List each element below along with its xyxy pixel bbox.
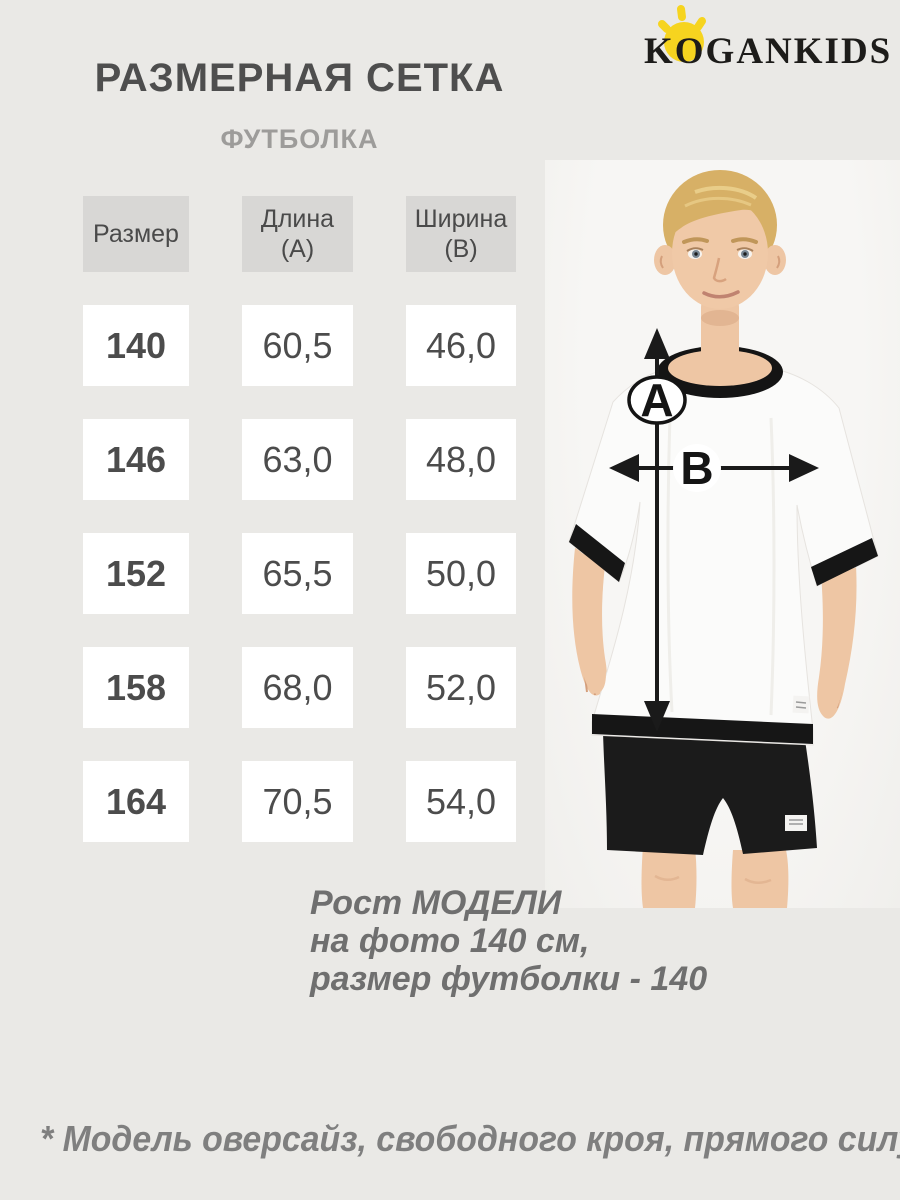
size-cell: 164	[83, 761, 189, 842]
legs	[641, 846, 789, 908]
size-cell: 152	[83, 533, 189, 614]
width-cell: 54,0	[406, 761, 516, 842]
size-cell: 158	[83, 647, 189, 728]
product-subtitle: ФУТБОЛКА	[220, 124, 379, 154]
shorts-label-patch	[785, 815, 807, 831]
size-cell: 146	[83, 419, 189, 500]
length-cell: 60,5	[242, 305, 353, 386]
size-cell: 140	[83, 305, 189, 386]
face	[654, 180, 786, 309]
column-header-size: Размер	[83, 196, 189, 272]
size-table: Размер Длина (А) Ширина (В) 140 60,5 46,…	[83, 196, 516, 842]
column-header-width: Ширина (В)	[406, 196, 516, 272]
width-cell: 46,0	[406, 305, 516, 386]
shorts	[603, 732, 817, 855]
boy-illustration: A B	[568, 170, 879, 908]
nose	[712, 257, 727, 283]
width-cell: 50,0	[406, 533, 516, 614]
model-info-line: на фото 140 см,	[310, 922, 590, 960]
length-cell: 70,5	[242, 761, 353, 842]
length-cell: 65,5	[242, 533, 353, 614]
width-cell: 48,0	[406, 419, 516, 500]
eyes	[686, 247, 754, 259]
measure-arrow-a: A	[627, 328, 687, 732]
brand-logo: KOGANKIDS	[640, 0, 890, 80]
collar-and-neck	[657, 292, 783, 398]
hands	[574, 552, 855, 717]
model-info-line: размер футболки - 140	[310, 960, 708, 998]
sun-icon	[658, 5, 706, 62]
brand-name: KOGANKIDS	[644, 31, 893, 72]
measure-label-a: A	[640, 374, 673, 426]
width-cell: 52,0	[406, 647, 516, 728]
length-cell: 68,0	[242, 647, 353, 728]
tshirt-label-patch	[792, 695, 810, 714]
model-photo: A B	[545, 160, 900, 908]
model-info: Рост МОДЕЛИ на фото 140 см, размер футбо…	[310, 884, 707, 998]
measure-arrow-b: B	[609, 442, 819, 494]
column-header-length: Длина (А)	[242, 196, 353, 272]
model-info-line: Рост МОДЕЛИ	[310, 884, 562, 922]
mouth	[702, 290, 740, 299]
footnote: * Модель оверсайз, свободного кроя, прям…	[40, 1118, 900, 1159]
page-title: РАЗМЕРНАЯ СЕТКА	[94, 56, 505, 100]
length-cell: 63,0	[242, 419, 353, 500]
tshirt-trims	[569, 524, 878, 744]
eyebrows	[682, 237, 709, 244]
measure-label-b: B	[680, 442, 713, 494]
